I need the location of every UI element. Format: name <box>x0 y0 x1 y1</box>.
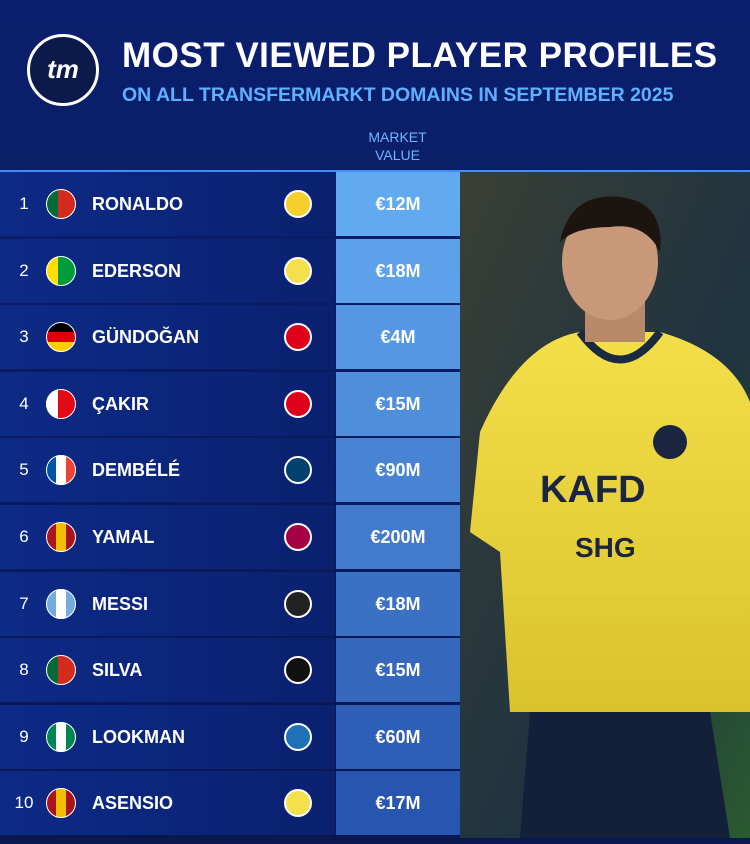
player-name: DEMBÉLÉ <box>92 460 181 481</box>
market-value: €15M <box>336 371 460 436</box>
club-logo <box>284 789 312 818</box>
player-name: SILVA <box>92 660 143 681</box>
market-value: €12M <box>336 172 460 236</box>
table-row: 9 LOOKMAN €60M <box>0 704 460 769</box>
flag <box>46 588 76 619</box>
table-row: 4 ÇAKIR €15M <box>0 371 460 436</box>
rank: 9 <box>19 726 29 746</box>
rank: 4 <box>19 393 29 413</box>
market-value: €200M <box>336 505 460 569</box>
club-logo <box>284 389 312 418</box>
rank: 7 <box>19 593 29 613</box>
rank: 8 <box>19 660 29 680</box>
market-value: €15M <box>336 638 460 703</box>
player-name: MESSI <box>92 593 149 614</box>
flag <box>46 522 76 552</box>
player-name: GÜNDOĞAN <box>92 327 199 348</box>
rank: 6 <box>19 527 29 546</box>
rank: 5 <box>19 460 29 480</box>
player-name: EDERSON <box>92 260 182 281</box>
player-name: RONALDO <box>92 194 183 214</box>
flag <box>46 189 76 219</box>
flag <box>46 388 76 419</box>
market-value: €4M <box>336 305 460 370</box>
flag <box>46 788 76 819</box>
svg-text:SHG: SHG <box>575 532 636 563</box>
table-row: 2 EDERSON €18M <box>0 238 460 303</box>
table-row: 7 MESSI €18M <box>0 571 460 636</box>
player-name: ÇAKIR <box>92 393 149 414</box>
flag <box>46 255 76 286</box>
rank: 1 <box>19 194 29 213</box>
market-value: €60M <box>336 704 460 769</box>
club-logo <box>284 323 312 352</box>
club-logo <box>284 589 312 618</box>
club-logo <box>284 456 312 485</box>
table-row: 8 SILVA €15M <box>0 638 460 703</box>
rank: 2 <box>19 260 29 280</box>
market-value: €18M <box>336 238 460 303</box>
table-row: 1 RONALDO €12M <box>0 172 460 236</box>
table-row: 5 DEMBÉLÉ €90M <box>0 438 460 503</box>
club-logo <box>284 722 312 751</box>
column-header: MARKET VALUE <box>368 129 427 163</box>
subtitle: ON ALL TRANSFERMARKT DOMAINS IN SEPTEMBE… <box>122 84 674 106</box>
divider <box>0 170 750 172</box>
club-logo <box>284 656 312 685</box>
flag <box>46 721 76 752</box>
player-name: ASENSIO <box>92 793 174 814</box>
flag <box>46 322 76 353</box>
club-logo <box>284 256 312 285</box>
flag <box>46 455 76 486</box>
club-logo <box>284 190 312 218</box>
market-value: €90M <box>336 438 460 503</box>
player-name: LOOKMAN <box>92 726 185 747</box>
market-value: €18M <box>336 571 460 636</box>
rank: 3 <box>19 327 29 347</box>
player-photo: KAFD SHG <box>460 172 750 838</box>
table-row: 6 YAMAL €200M <box>0 505 460 569</box>
table-row: 3 GÜNDOĞAN €4M <box>0 305 460 370</box>
svg-text:KAFD: KAFD <box>540 469 646 511</box>
player-name: YAMAL <box>92 527 155 547</box>
table-row: 10 ASENSIO €17M <box>0 771 460 836</box>
flag <box>46 655 76 686</box>
title: MOST VIEWED PLAYER PROFILES <box>122 36 718 75</box>
logo: tm <box>27 34 99 106</box>
market-value: €17M <box>336 771 460 836</box>
rank: 10 <box>14 793 34 813</box>
club-logo <box>284 523 312 551</box>
